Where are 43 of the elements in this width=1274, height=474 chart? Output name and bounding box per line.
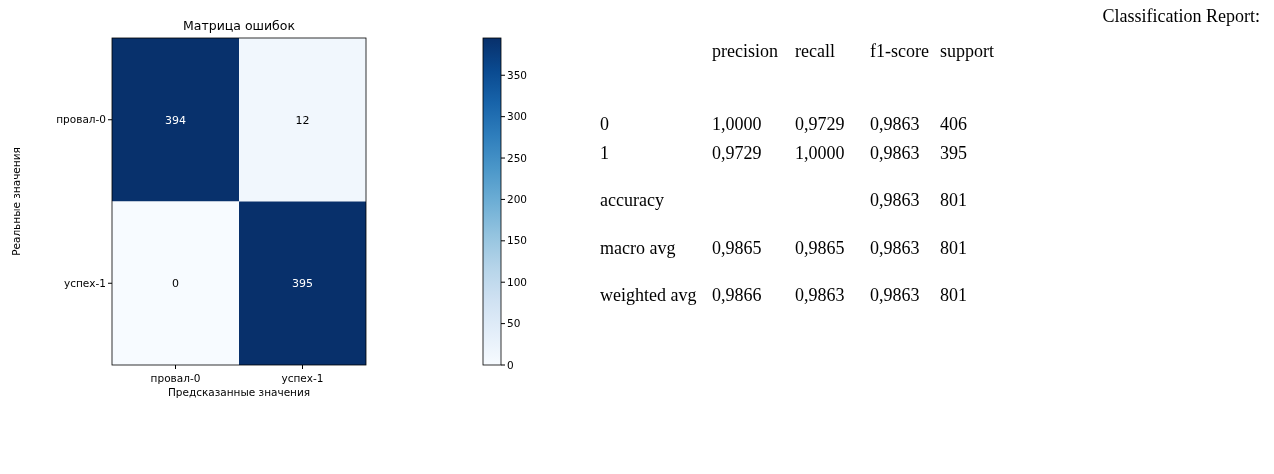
color-bar-label: 150 — [507, 234, 528, 247]
text: 801 — [940, 285, 967, 305]
text: 801 — [940, 237, 967, 258]
color-bar-label: 200 — [507, 193, 528, 206]
category-label: accuracy — [600, 190, 664, 210]
text: 395 — [940, 143, 967, 163]
text: 0,9863 — [870, 237, 920, 258]
color-bar-label: 0 — [507, 358, 514, 371]
text: 0,9863 — [795, 285, 845, 305]
category-label: macro avg — [600, 237, 676, 258]
category-label: support — [940, 41, 994, 61]
data-label: 12 — [295, 113, 310, 127]
text: Classification Report: — [1102, 6, 1260, 26]
color-bar-label: 50 — [507, 317, 521, 330]
color-bar-label: 100 — [507, 275, 528, 288]
category-label: weighted avg — [600, 285, 697, 305]
text: 0,9865 — [712, 237, 762, 258]
text: 0,9865 — [795, 237, 845, 258]
x-axis-title: Предсказанные значения — [167, 386, 311, 398]
text: 0,9866 — [712, 285, 762, 305]
text: 0,9729 — [795, 114, 845, 134]
text: 1,0000 — [712, 114, 762, 134]
text: 1,0000 — [795, 143, 845, 163]
data-label: 394 — [165, 113, 186, 127]
text: 0,9863 — [870, 143, 920, 163]
text: 0,9729 — [712, 143, 762, 163]
color-bar-label: 300 — [507, 110, 528, 123]
category-label: precision — [712, 41, 778, 61]
data-label: 395 — [292, 277, 313, 291]
color-bar-label: 250 — [507, 151, 528, 164]
category-label: f1-score — [870, 41, 929, 61]
category-label: recall — [795, 41, 835, 61]
text: 801 — [940, 190, 967, 210]
category-label: 0 — [600, 114, 609, 134]
chart-title: Матрица ошибок — [182, 18, 296, 33]
text: 0,9863 — [870, 190, 920, 210]
data-label: 0 — [172, 277, 179, 291]
text: 0,9863 — [870, 114, 920, 134]
color-bar-label: 350 — [507, 68, 528, 81]
text: 406 — [940, 114, 967, 134]
text: 0,9863 — [870, 285, 920, 305]
category-label: 1 — [600, 143, 609, 163]
y-axis-title: Реальные значения — [10, 147, 22, 256]
